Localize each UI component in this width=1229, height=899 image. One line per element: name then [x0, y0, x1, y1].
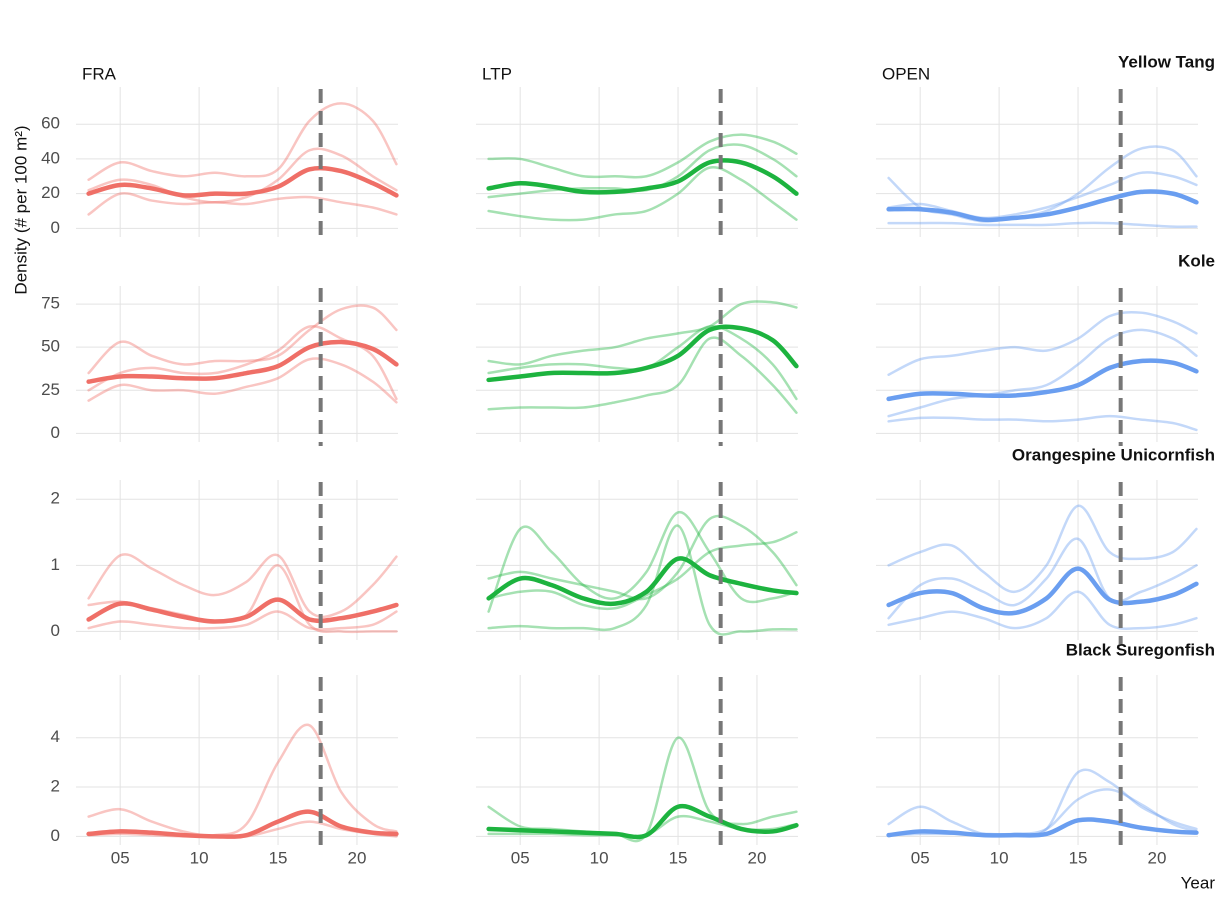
data-line [487, 514, 798, 601]
data-line [887, 537, 1198, 620]
x-tick-label: 20 [1147, 848, 1166, 867]
data-line [87, 147, 398, 204]
y-tick-label: 2 [51, 777, 60, 796]
data-line [487, 165, 798, 222]
data-line [886, 358, 1199, 402]
data-line [486, 324, 799, 383]
data-line [86, 809, 399, 839]
y-tick-label: 50 [41, 337, 60, 356]
data-line [87, 191, 398, 216]
y-tick-label: 60 [41, 114, 60, 133]
data-line [887, 221, 1198, 228]
y-tick-label: 0 [51, 423, 60, 442]
x-axis-label: Year [1181, 873, 1216, 892]
data-line [887, 768, 1198, 837]
row-strip: Kole [1178, 251, 1215, 270]
data-line [487, 531, 798, 611]
x-tick-label: 10 [990, 848, 1009, 867]
x-tick-label: 05 [911, 848, 930, 867]
data-line [887, 504, 1198, 594]
data-line [487, 133, 798, 179]
x-tick-label: 10 [190, 848, 209, 867]
data-line [887, 328, 1198, 418]
column-strip: OPEN [882, 64, 930, 83]
data-line [887, 311, 1198, 377]
y-tick-label: 0 [51, 621, 60, 640]
data-line [86, 339, 399, 384]
row-strip: Yellow Tang [1118, 52, 1215, 71]
data-line [886, 817, 1199, 838]
data-line [87, 304, 398, 375]
row-strip: Black Suregonfish [1066, 640, 1215, 659]
data-line [886, 189, 1199, 223]
y-tick-label: 25 [41, 380, 60, 399]
data-line [487, 736, 798, 843]
y-tick-label: 1 [51, 555, 60, 574]
x-tick-label: 15 [1069, 848, 1088, 867]
data-line [486, 556, 799, 607]
row-strip: Orangespine Unicornfish [1012, 445, 1215, 464]
y-tick-label: 0 [51, 826, 60, 845]
data-line [887, 171, 1198, 220]
data-line [87, 610, 398, 631]
data-line [886, 566, 1199, 616]
x-tick-label: 05 [111, 848, 130, 867]
y-tick-label: 20 [41, 183, 60, 202]
data-line [486, 158, 799, 196]
column-strip: FRA [82, 64, 117, 83]
data-line [87, 357, 398, 404]
data-line [487, 524, 798, 636]
column-strip: LTP [482, 64, 512, 83]
x-tick-label: 20 [347, 848, 366, 867]
x-tick-label: 15 [669, 848, 688, 867]
data-line [887, 590, 1198, 630]
data-line [87, 102, 398, 181]
data-line [487, 814, 798, 838]
x-tick-label: 20 [747, 848, 766, 867]
y-tick-label: 75 [41, 294, 60, 313]
data-line [887, 414, 1198, 432]
data-line [87, 553, 398, 619]
y-axis-label: Density (# per 100 m²) [11, 125, 30, 294]
data-line [86, 165, 399, 198]
data-line [487, 511, 798, 613]
y-tick-label: 2 [51, 489, 60, 508]
data-line [486, 803, 799, 840]
x-tick-label: 15 [269, 848, 288, 867]
data-line [87, 723, 398, 837]
y-tick-label: 40 [41, 148, 60, 167]
data-line [86, 597, 399, 624]
y-tick-label: 0 [51, 218, 60, 237]
y-tick-label: 4 [51, 727, 60, 746]
data-line [487, 300, 798, 366]
data-line [487, 336, 798, 414]
x-tick-label: 10 [590, 848, 609, 867]
x-tick-label: 05 [511, 848, 530, 867]
